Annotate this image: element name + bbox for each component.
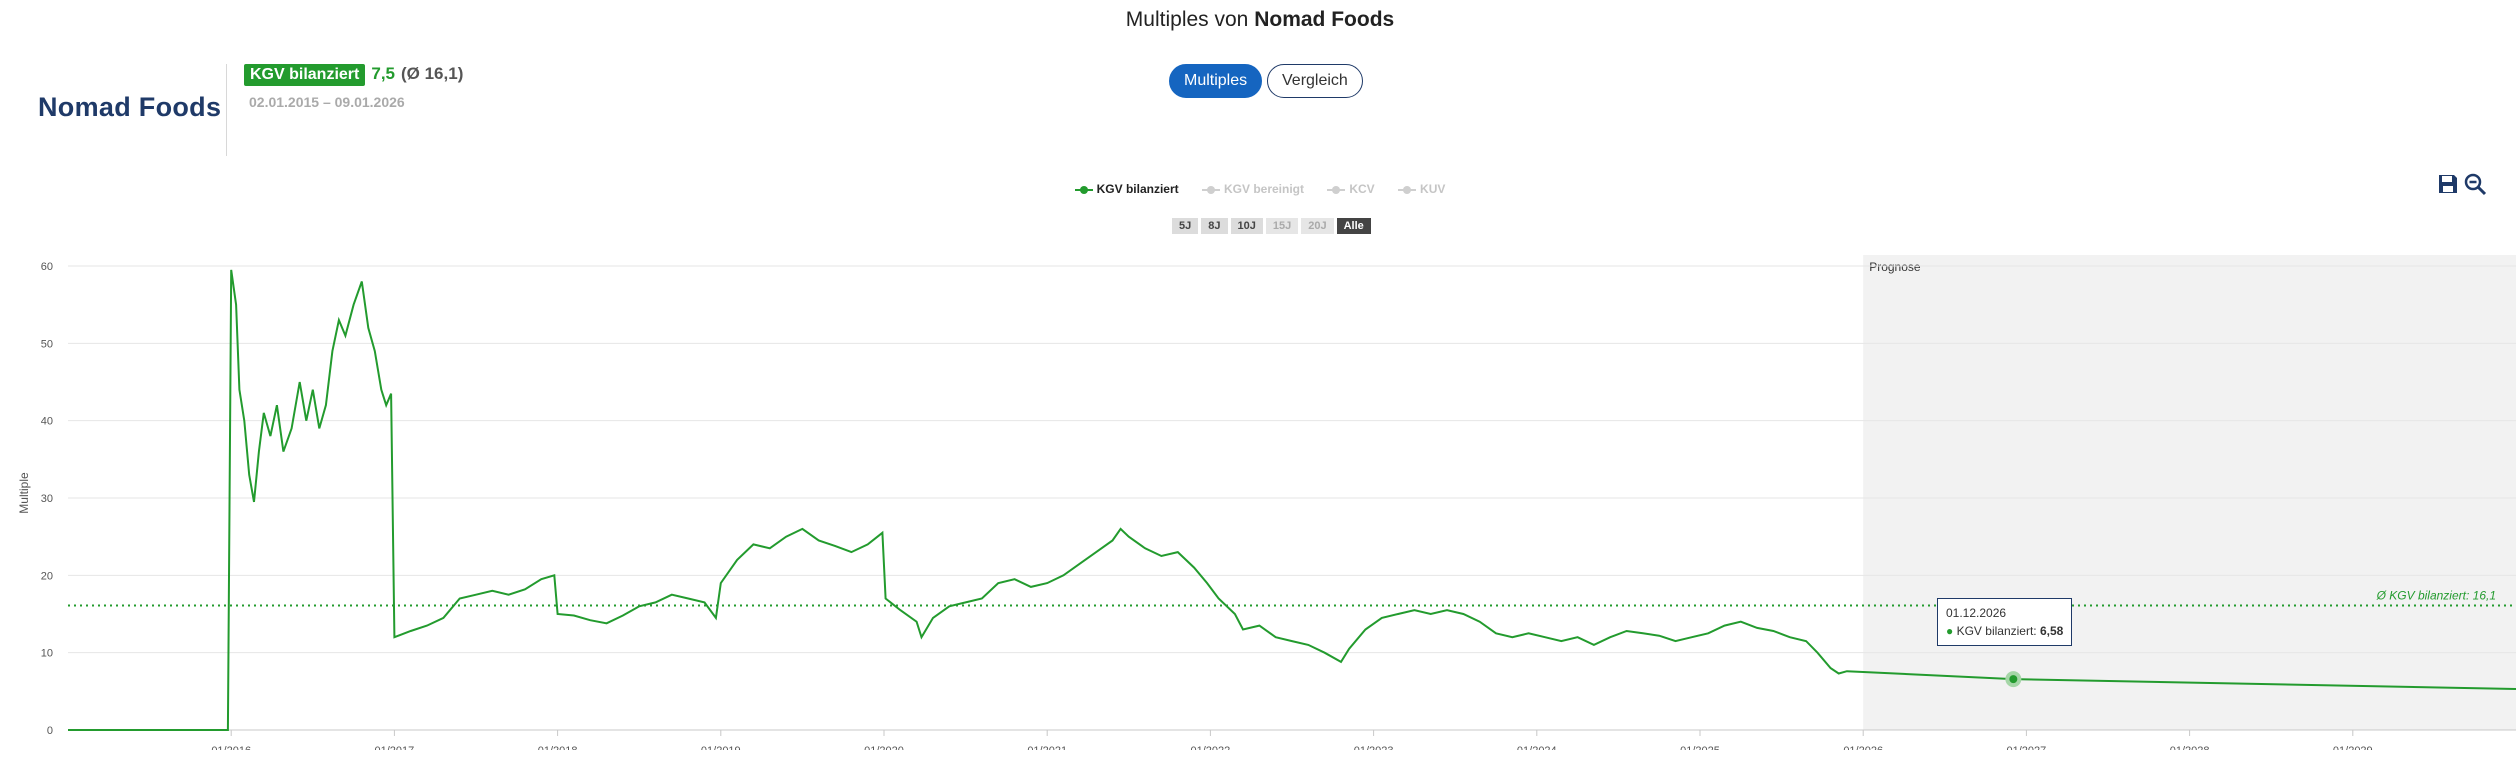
kpi-label-badge: KGV bilanziert	[244, 64, 366, 86]
x-tick-label: 01/2022	[1191, 745, 1231, 750]
legend-marker-icon	[1327, 185, 1346, 194]
legend-label: KCV	[1349, 182, 1375, 196]
x-tick-label: 01/2021	[1027, 745, 1067, 750]
x-tick-label: 01/2017	[375, 745, 415, 750]
legend-marker-icon	[1398, 185, 1417, 194]
x-tick-label: 01/2024	[1517, 745, 1557, 750]
x-tick-label: 01/2028	[2170, 745, 2210, 750]
range-selector: 5J 8J 10J 15J 20J Alle	[1172, 218, 1374, 234]
company-logo: Nomad Foods	[38, 92, 222, 122]
page-title: Multiples von Nomad Foods	[0, 8, 2520, 32]
tooltip-value: 6,58	[2039, 624, 2064, 638]
legend-marker-icon	[1074, 185, 1093, 194]
legend-label: KUV	[1420, 182, 1446, 196]
legend-marker-icon	[1201, 185, 1220, 194]
range-button-10j[interactable]: 10J	[1230, 218, 1263, 234]
y-tick-label: 40	[41, 416, 53, 428]
highlight-point[interactable]	[2005, 671, 2022, 688]
legend-label: KGV bilanziert	[1096, 182, 1179, 196]
chart-legend: KGV bilanziert KGV bereinigt KCV KUV	[0, 182, 2520, 196]
x-tick-label: 01/2026	[1843, 745, 1883, 750]
legend-item-kgv-bereinigt[interactable]: KGV bereinigt	[1201, 182, 1304, 196]
x-tick-label: 01/2025	[1680, 745, 1720, 750]
tooltip-dot-icon: ●	[1946, 624, 1954, 638]
x-tick-label: 01/2023	[1354, 745, 1394, 750]
gridlines	[68, 265, 2516, 731]
zoom-out-icon[interactable]	[2463, 172, 2487, 196]
multiples-toggle-button[interactable]: Multiples	[1169, 64, 1263, 98]
y-tick-label: 0	[47, 725, 53, 737]
y-tick-label: 60	[41, 261, 53, 273]
series-line-kgv-bilanziert	[68, 269, 2517, 731]
title-prefix: Multiples von	[1125, 8, 1249, 31]
y-axis-ticks: 0 10 20 30 40 50 60	[41, 261, 53, 737]
kpi-summary: KGV bilanziert 7,5 (Ø 16,1)	[244, 64, 463, 86]
chart-tooltip: 01.12.2026 ● KGV bilanziert: 6,58	[1937, 598, 2073, 646]
title-company: Nomad Foods	[1254, 8, 1395, 31]
kpi-value: 7,5	[371, 64, 395, 83]
range-button-8j[interactable]: 8J	[1201, 218, 1228, 234]
y-axis-label: Multiple	[17, 472, 31, 514]
y-tick-label: 50	[41, 338, 53, 350]
range-button-15j[interactable]: 15J	[1265, 218, 1299, 234]
logo-divider	[226, 64, 227, 156]
range-button-20j[interactable]: 20J	[1301, 218, 1334, 234]
x-tick-label: 01/2029	[2333, 745, 2373, 750]
legend-item-kuv[interactable]: KUV	[1398, 182, 1445, 196]
forecast-region	[1863, 255, 2516, 730]
kpi-average: (Ø 16,1)	[401, 64, 464, 83]
x-tick-label: 01/2019	[701, 745, 741, 750]
legend-item-kgv-bilanziert[interactable]: KGV bilanziert	[1074, 182, 1179, 196]
x-axis-ticks: 01/2016 01/2017 01/2018 01/2019 01/2020 01/20…	[211, 730, 2373, 750]
y-tick-label: 30	[41, 493, 53, 505]
y-tick-label: 10	[41, 648, 53, 660]
forecast-label: Prognose	[1869, 260, 1921, 274]
x-tick-label: 01/2016	[211, 745, 251, 750]
vergleich-toggle-button[interactable]: Vergleich	[1267, 64, 1363, 98]
x-tick-label: 01/2027	[2007, 745, 2047, 750]
kpi-date-range: 02.01.2015 – 09.01.2026	[249, 94, 405, 110]
y-tick-label: 20	[41, 570, 53, 582]
x-tick-label: 01/2020	[864, 745, 904, 750]
legend-item-kcv[interactable]: KCV	[1327, 182, 1375, 196]
floppy-disk-icon[interactable]	[2436, 172, 2460, 196]
legend-label: KGV bereinigt	[1223, 182, 1304, 196]
tooltip-series: KGV bilanziert:	[1956, 624, 2037, 638]
x-tick-label: 01/2018	[538, 745, 578, 750]
tooltip-date: 01.12.2026	[1946, 606, 2007, 620]
range-button-5j[interactable]: 5J	[1172, 218, 1199, 234]
range-button-alle[interactable]: Alle	[1336, 218, 1371, 234]
average-label: Ø KGV bilanziert: 16,1	[2376, 588, 2496, 602]
